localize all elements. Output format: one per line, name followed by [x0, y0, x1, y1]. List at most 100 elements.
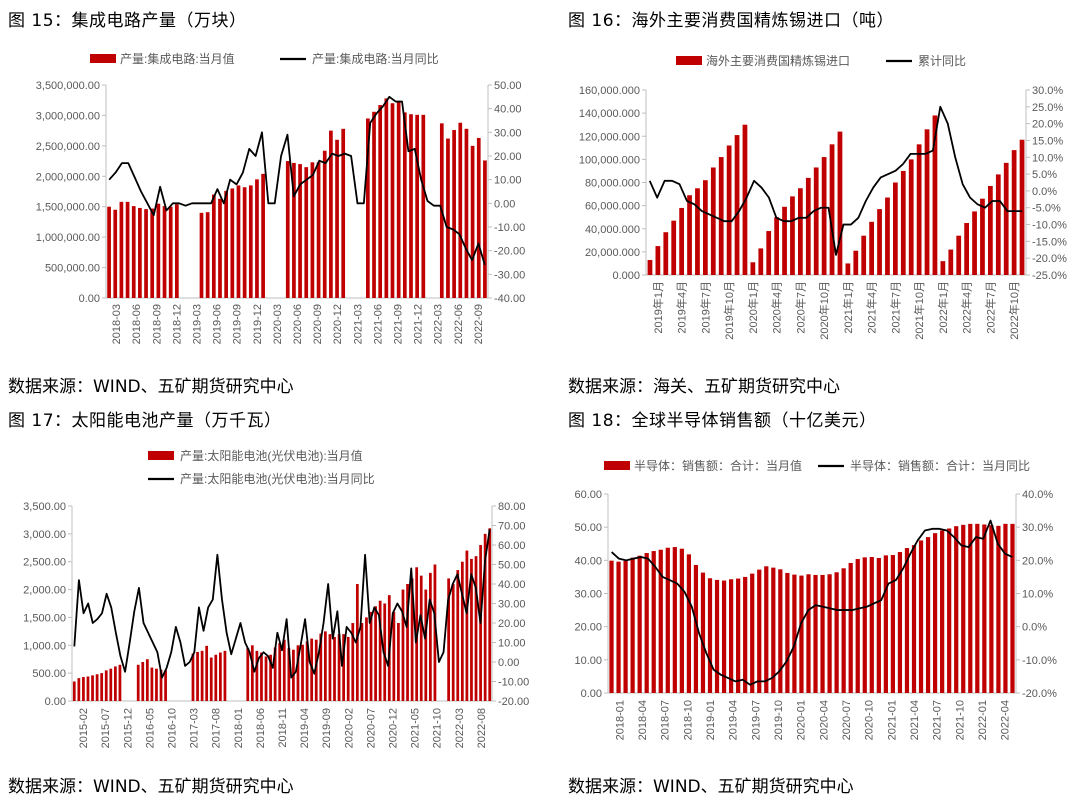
bar: [150, 208, 155, 298]
bar: [862, 557, 867, 693]
bar: [409, 114, 413, 299]
legend-swatch-bar: [90, 54, 116, 63]
x-tick-label: 2015-02: [78, 708, 90, 748]
bar: [853, 250, 859, 275]
x-tick-label: 2020-09: [312, 304, 324, 344]
bar: [406, 584, 409, 701]
bar: [806, 574, 811, 693]
chart-ic-output: 0.00 500,000.00 1,000,000.00 1,500,000.00 2,…: [36, 51, 525, 344]
bar: [218, 198, 222, 298]
bar: [95, 674, 99, 701]
x-tick-label: 2015-07: [100, 708, 112, 748]
x-tick-label: 2020-12: [332, 304, 344, 344]
bar: [162, 206, 167, 298]
bar: [273, 647, 277, 701]
bar: [829, 144, 835, 275]
bar: [736, 578, 741, 693]
bar: [114, 666, 117, 701]
y-tick-label-right: 40.00: [494, 104, 522, 116]
bar: [119, 201, 124, 298]
bar: [841, 568, 846, 693]
bar: [214, 654, 218, 701]
bar: [305, 641, 309, 701]
chart-source: 数据来源：海关、五矿期货研究中心: [568, 377, 840, 397]
chart-title: 图 16：海外主要消费国精炼锡进口（吨）: [568, 11, 895, 31]
x-tick-label: 2019-12: [252, 304, 264, 344]
legend-label-line: 产量:太阳能电池(光伏电池):当月同比: [180, 471, 375, 486]
x-tick-label: 2018-09: [151, 304, 163, 344]
bar: [616, 561, 621, 693]
bar: [82, 677, 85, 701]
bar: [1011, 150, 1017, 275]
bar: [333, 636, 336, 701]
x-tick-label: 2020-02: [343, 708, 355, 748]
bar: [679, 207, 684, 275]
bar: [658, 549, 663, 693]
y-tick-label-right: 30.00: [498, 599, 526, 611]
y-tick-label-right: -10.0%: [1032, 220, 1067, 232]
series-line: [108, 95, 486, 266]
x-tick-label: 2021年10月: [912, 281, 926, 340]
series-line: [73, 529, 491, 679]
bar: [191, 653, 195, 701]
bar: [911, 545, 917, 693]
bar: [456, 570, 460, 701]
bar: [446, 138, 450, 298]
y-tick-label-left: 3,000.00: [23, 529, 66, 541]
bar: [145, 659, 149, 701]
bar: [726, 145, 732, 275]
x-tick-label: 2019年1月: [651, 281, 665, 334]
bar: [883, 555, 888, 693]
bar: [483, 160, 487, 298]
y-tick-label-right: 70.00: [498, 521, 526, 533]
x-tick-label: 2019年7月: [698, 281, 712, 334]
bar: [845, 263, 851, 275]
y-tick-label-left: 1,500.00: [23, 612, 66, 624]
bar: [799, 575, 804, 693]
bar: [355, 584, 359, 701]
bar: [700, 572, 706, 693]
bar: [310, 638, 314, 701]
bar: [196, 651, 199, 701]
x-tick-label: 2021-10: [954, 700, 966, 740]
bar: [750, 573, 755, 693]
bar: [301, 644, 304, 701]
y-tick-label-left: 500.00: [32, 668, 66, 680]
x-tick-label: 2019-09: [232, 304, 244, 344]
bar: [159, 669, 163, 701]
bar: [310, 162, 315, 298]
y-tick-label-right: 50.00: [498, 560, 526, 572]
y-tick-label-right: 30.0%: [1022, 522, 1053, 534]
series-line: [648, 105, 1023, 256]
bar: [464, 128, 469, 298]
y-tick-label-left: 0.00: [45, 696, 66, 708]
bar: [269, 654, 272, 701]
legend-label-bar: 海外主要消费国精炼锡进口: [706, 53, 850, 68]
bar: [219, 652, 222, 701]
x-tick-label: 2018-01: [614, 700, 626, 740]
bar: [1003, 523, 1008, 693]
x-tick-label: 2019-07: [750, 700, 762, 740]
legend-label-line: 半导体：销售额：合计：当月同比: [850, 458, 1030, 473]
bar: [980, 198, 985, 275]
x-tick-label: 2021-12: [413, 304, 425, 344]
bar: [693, 564, 699, 693]
bar: [392, 611, 396, 701]
y-tick-label-right: 0.0%: [1022, 622, 1047, 634]
y-tick-label-right: 15.0%: [1032, 135, 1063, 147]
bar: [136, 664, 140, 701]
x-tick-label: 2018-10: [682, 700, 694, 740]
x-tick-label: 2020年1月: [746, 281, 760, 334]
bar: [360, 623, 364, 701]
bar: [322, 150, 327, 298]
bar: [410, 578, 414, 701]
bar: [483, 533, 487, 701]
panel-tin-import: 图 16：海外主要消费国精炼锡进口（吨） 0.000 20,000.000 40,0…: [540, 0, 1080, 400]
x-tick-label: 2022年7月: [983, 281, 997, 334]
bar: [451, 584, 455, 701]
bar: [100, 673, 104, 701]
bar: [877, 209, 882, 275]
bar: [647, 259, 653, 275]
bar: [609, 560, 614, 693]
bar: [224, 190, 228, 298]
